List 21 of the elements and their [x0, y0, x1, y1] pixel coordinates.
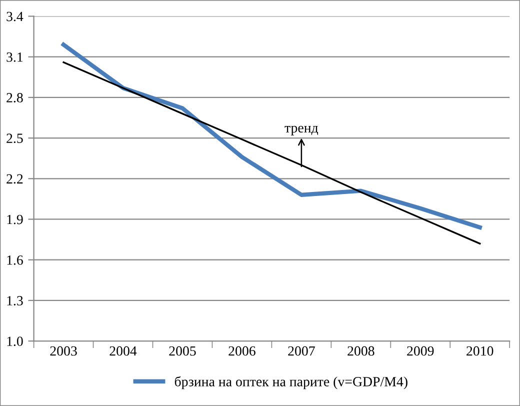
x-tick-label: 2004 — [110, 346, 137, 356]
y-tick-label: 2.8 — [6, 93, 23, 102]
line-series — [61, 42, 482, 230]
y-tick-label: 1.6 — [7, 255, 23, 265]
y-tick-label: 3.4 — [6, 12, 24, 22]
x-tick-label: 2003 — [50, 346, 77, 356]
legend-label: брзина на оптек на парите (v=GDP/M4) — [174, 376, 408, 390]
y-tick-label: 2.5 — [6, 134, 23, 144]
x-tick-label: 2006 — [228, 346, 256, 356]
x-tick-label: 2008 — [348, 346, 374, 356]
x-tick-label: 2007 — [288, 346, 315, 356]
y-tick-label: 1.0 — [7, 336, 23, 346]
x-tick-label: 2010 — [466, 346, 494, 356]
y-tick-label: 3.1 — [6, 52, 23, 62]
y-tick-label: 1.9 — [7, 214, 23, 224]
y-tick-label: 1.3 — [7, 296, 23, 306]
y-tick-label: 2.2 — [6, 174, 23, 184]
x-tick-label: 2009 — [407, 346, 434, 356]
annotation: тренд — [284, 126, 318, 136]
x-tick-label: 2005 — [169, 346, 196, 356]
line-series — [62, 61, 481, 244]
